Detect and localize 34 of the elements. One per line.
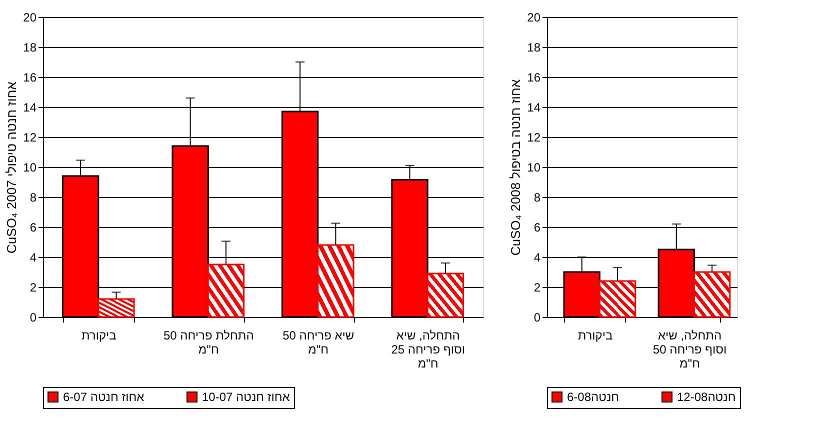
y-tick-label: 12 bbox=[527, 130, 541, 144]
y-tick-label: 16 bbox=[23, 70, 37, 84]
y-tick-label: 20 bbox=[527, 10, 541, 24]
x-tick-label: התחלת פריחה 50 ח"מ bbox=[163, 328, 254, 356]
x-tick-label: התחלה, שיא וסוף פריחה 50 ח"מ bbox=[652, 328, 727, 370]
y-tick-label: 6 bbox=[30, 220, 37, 234]
y-tick-label: 8 bbox=[534, 190, 541, 204]
legend-label: חנטה12-08 bbox=[677, 390, 736, 404]
y-tick-label: 0 bbox=[534, 310, 541, 324]
y-tick-label: 18 bbox=[527, 40, 541, 54]
legend-label: אחוז חנטה 6-07 bbox=[63, 390, 145, 404]
legend-label: חנטה6-08 bbox=[567, 390, 620, 404]
y-tick-label: 14 bbox=[527, 100, 541, 114]
y-tick-label: 8 bbox=[30, 190, 37, 204]
y-tick-label: 18 bbox=[23, 40, 37, 54]
y-tick-label: 2 bbox=[534, 280, 541, 294]
y-tick-label: 4 bbox=[30, 250, 37, 264]
x-tick-label: ביקורת bbox=[578, 328, 613, 342]
x-tick-label: שיא פריחה 50 ח"מ bbox=[282, 328, 354, 356]
y-tick-label: 2 bbox=[30, 280, 37, 294]
y-tick-label: 14 bbox=[23, 100, 37, 114]
y-tick-label: 0 bbox=[30, 310, 37, 324]
legend-label: אחוז חנטה 10-07 bbox=[202, 390, 290, 404]
y-tick-label: 10 bbox=[23, 160, 37, 174]
y-tick-label: 4 bbox=[534, 250, 541, 264]
y-tick-label: 12 bbox=[23, 130, 37, 144]
y-axis-title: CuSO₄ 2008 אחוז חנטה בטיפול bbox=[508, 79, 524, 256]
y-tick-label: 16 bbox=[527, 70, 541, 84]
x-tick-label: התחלה, שיא וסוף פריחה 25 ח"מ bbox=[391, 328, 465, 370]
y-tick-label: 10 bbox=[527, 160, 541, 174]
y-axis-title: CuSO₄ 2007 אחוז חנטה טיפולי bbox=[4, 82, 20, 254]
y-tick-label: 6 bbox=[534, 220, 541, 234]
x-tick-label: ביקורת bbox=[81, 328, 116, 342]
y-tick-label: 20 bbox=[23, 10, 37, 24]
